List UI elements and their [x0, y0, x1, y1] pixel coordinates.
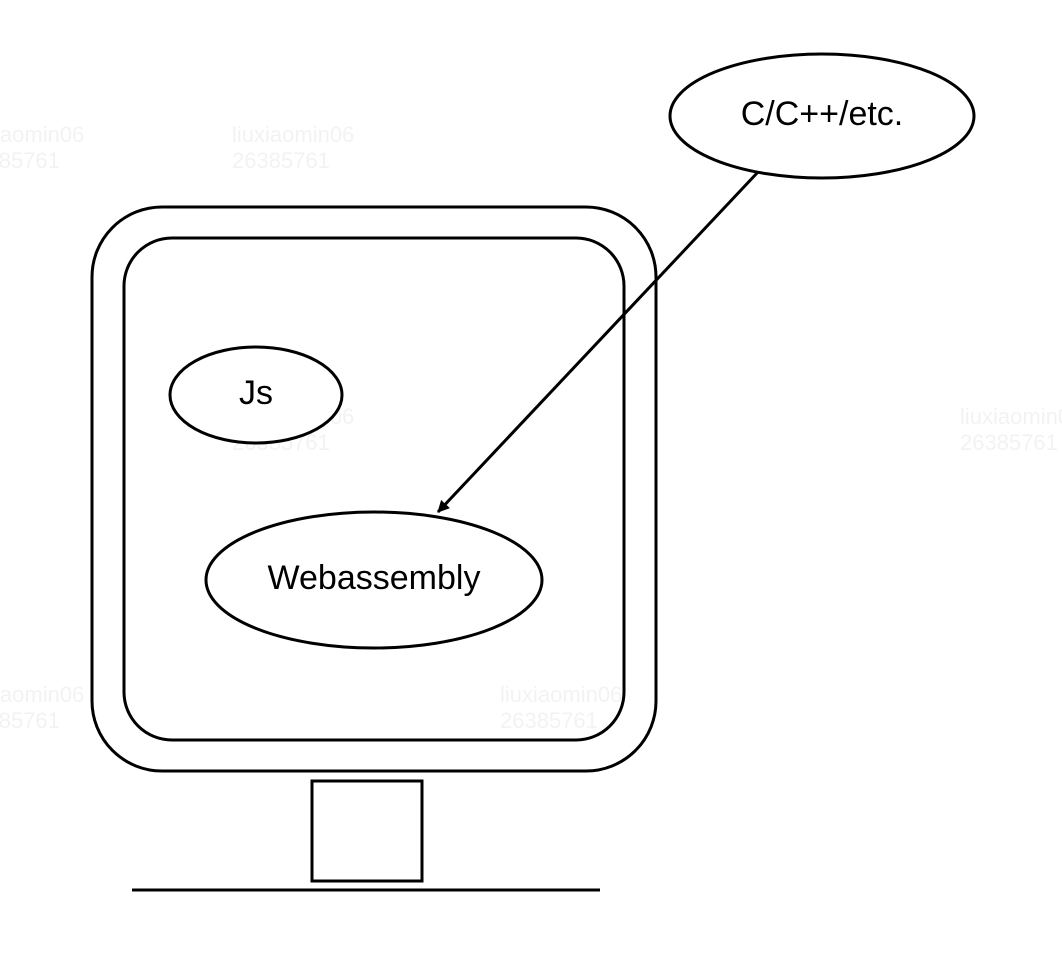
edge-ccpp-to-wasm [438, 172, 758, 512]
node-ccpp-label: C/C++/etc. [741, 95, 904, 133]
node-wasm-label: Webassembly [268, 559, 481, 597]
node-js-label: Js [239, 374, 273, 412]
monitor-inner [124, 238, 624, 740]
diagram-canvas: liuxiaomin06 26385761 liuxiaomin06 26385… [0, 0, 1062, 968]
monitor-stand [312, 781, 422, 881]
monitor-outer [92, 207, 656, 771]
diagram-svg: Js Webassembly C/C++/etc. [0, 0, 1062, 968]
